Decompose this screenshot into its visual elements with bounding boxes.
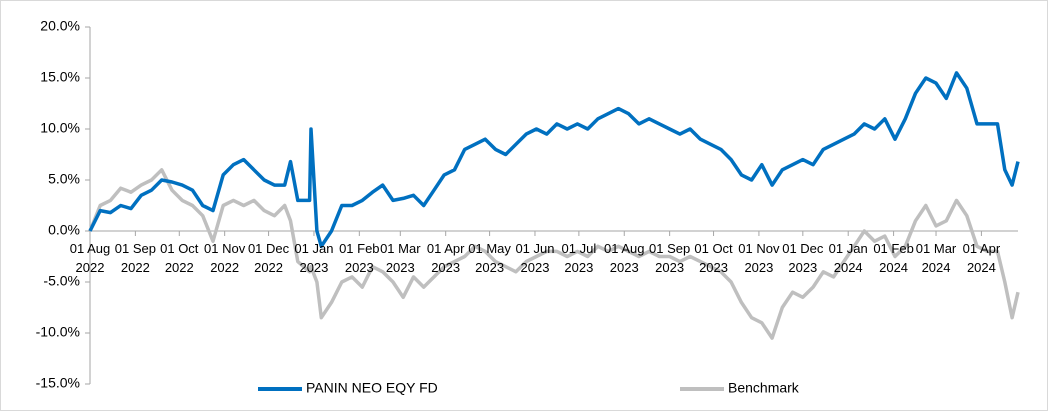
x-tick-label: 01 Apr 2023 [426, 241, 465, 275]
y-tick-label: -5.0% [43, 273, 80, 289]
x-tick-label: 01 Sep 2023 [649, 241, 691, 275]
x-tick-label: 01 Aug 2022 [69, 241, 111, 275]
x-tick-label: 01 Dec 2022 [247, 241, 290, 275]
x-tick-label: 01 Oct 2022 [160, 241, 199, 275]
y-tick-label: -10.0% [36, 324, 80, 340]
x-tick-label: 01 Jan 2024 [828, 241, 868, 275]
x-tick-label: 01 Feb 2024 [873, 241, 914, 275]
y-tick-label: 0.0% [48, 222, 80, 238]
x-tick-label: 01 Jul 2023 [561, 241, 597, 275]
legend-label: PANIN NEO EQY FD [306, 380, 438, 396]
x-tick-label: 01 May 2023 [468, 241, 511, 275]
x-tick-label: 01 Mar 2023 [380, 241, 421, 275]
y-tick-label: 5.0% [48, 171, 80, 187]
x-tick-label: 01 Apr 2024 [962, 241, 1001, 275]
y-tick-label: 15.0% [40, 69, 80, 85]
x-tick-label: 01 Nov 2023 [738, 241, 780, 275]
series-line [88, 71, 1020, 249]
x-tick-label: 01 Oct 2023 [694, 241, 733, 275]
y-tick-label: -15.0% [36, 375, 80, 391]
x-tick-label: 01 Sep 2022 [114, 241, 156, 275]
x-tick-label: 01 Mar 2024 [915, 241, 957, 275]
x-tick-label: 01 Feb 2023 [339, 241, 380, 275]
y-tick-label: 20.0% [40, 18, 80, 34]
y-tick-label: 10.0% [40, 120, 80, 136]
x-tick-label: 01 Jun 2023 [515, 241, 555, 275]
x-tick-label: 01 Jan 2023 [294, 241, 334, 275]
x-tick-label: 01 Dec 2023 [782, 241, 824, 275]
x-tick-label: 01 Nov 2022 [204, 241, 246, 275]
series-line [88, 168, 1020, 340]
x-tick-label: 01 Aug 2023 [604, 241, 645, 275]
legend-label: Benchmark [728, 380, 800, 396]
